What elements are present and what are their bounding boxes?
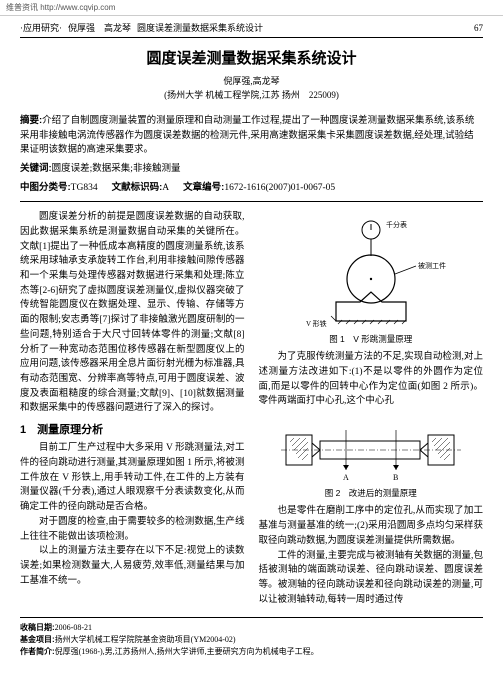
classification-line: 中图分类号:TG834 文献标识码:A 文章编号:1672-1616(2007)… <box>20 181 483 195</box>
left-para-3: 对于圆度的检查,由于需要较多的检测数据,生产线上往往不能做出该项检测。 <box>20 515 245 544</box>
left-para-4: 以上的测量方法主要存在以下不足:视觉上的读数误差;如果检测数量大,人易疲劳,效率… <box>20 544 245 588</box>
svg-text:V 形铁: V 形铁 <box>306 319 327 328</box>
section-1-title: 1 测量原理分析 <box>20 422 245 439</box>
page-number: 67 <box>474 22 483 35</box>
doc-code-label: 文献标识码: <box>112 182 163 193</box>
svg-text:被测工件: 被测工件 <box>418 261 446 270</box>
svg-text:A: A <box>343 473 349 482</box>
figure-1-svg: 千分表 被测工件 V 形铁 <box>286 216 456 331</box>
right-para-2: 也是零件在磨削工序中的定位孔,从而实现了加工基准与测量基准的统一;(2)采用沿圆… <box>259 504 484 548</box>
svg-text:B: B <box>393 473 398 482</box>
figure-1: 千分表 被测工件 V 形铁 <box>259 216 484 346</box>
keywords-label: 关键词: <box>20 163 52 174</box>
url-bar: 维普资讯 http://www.cqvip.com <box>0 0 503 16</box>
class-no: TG834 <box>71 183 98 193</box>
article-id-label: 文章编号: <box>183 182 224 193</box>
fund-text: 扬州大学机械工程学院院基金资助项目(YM2004-02) <box>55 635 236 644</box>
right-para-3: 工件的测量,主要完成与被测轴有关数据的测量,包括被测轴的端面跳动误差、径向跳动误… <box>259 549 484 608</box>
author-bio-label: 作者简介: <box>20 647 55 656</box>
figure-2-caption: 图 2 改进后的测量原理 <box>259 487 484 500</box>
header-authors: 倪厚强 高龙琴 <box>68 22 131 35</box>
header-section: ·应用研究· <box>20 22 62 35</box>
received-date: 2006-08-21 <box>55 623 92 632</box>
class-no-label: 中图分类号: <box>20 182 71 193</box>
right-para-1: 为了克服传统测量方法的不足,实现自动检测,对上述测量方法改进如下:(1)不是以零… <box>259 350 484 409</box>
abstract: 摘要:介绍了自制圆度测量装置的测量原理和自动测量工作过程,提出了一种圆度误差测量… <box>20 114 483 158</box>
received-label: 收稿日期: <box>20 623 55 632</box>
left-column: 圆度误差分析的前提是圆度误差数据的自动获取,因此数据采集系统是测量数据自动采集的… <box>20 210 245 607</box>
header-divider <box>20 201 483 202</box>
figure-2-svg: A B <box>276 415 466 485</box>
keywords-text: 圆度误差;数据采集;非接触测量 <box>52 164 181 174</box>
doc-code: A <box>162 183 169 193</box>
footer: 收稿日期:2006-08-21 基金项目:扬州大学机械工程学院院基金资助项目(Y… <box>20 617 483 658</box>
header-title: 圆度误差测量数据采集系统设计 <box>137 22 263 35</box>
figure-2: A B 图 2 改进后的测量原理 <box>259 415 484 500</box>
left-para-1: 圆度误差分析的前提是圆度误差数据的自动获取,因此数据采集系统是测量数据自动采集的… <box>20 210 245 416</box>
fund-label: 基金项目: <box>20 635 55 644</box>
article-affiliation: (扬州大学 机械工程学院,江苏 扬州 225009) <box>20 89 483 102</box>
body-columns: 圆度误差分析的前提是圆度误差数据的自动获取,因此数据采集系统是测量数据自动采集的… <box>20 210 483 607</box>
page: ·应用研究· 倪厚强 高龙琴 圆度误差测量数据采集系统设计 67 圆度误差测量数… <box>0 16 503 670</box>
article-title: 圆度误差测量数据采集系统设计 <box>20 48 483 69</box>
running-header: ·应用研究· 倪厚强 高龙琴 圆度误差测量数据采集系统设计 67 <box>20 22 483 38</box>
abstract-text: 介绍了自制圆度测量装置的测量原理和自动测量工作过程,提出了一种圆度误差测量数据采… <box>20 116 474 155</box>
author-bio: 倪厚强(1968-),男,江苏扬州人,扬州大学讲师,主要研究方向为机械电子工程。 <box>55 647 319 656</box>
figure-1-caption: 图 1 V 形跳测量原理 <box>259 333 484 346</box>
abstract-label: 摘要: <box>20 115 42 126</box>
article-id: 1672-1616(2007)01-0067-05 <box>224 183 335 193</box>
left-para-2: 目前工厂生产过程中大多采用 V 形跳测量法,对工件的径向跳动进行测量,其测量原理… <box>20 441 245 515</box>
keywords: 关键词:圆度误差;数据采集;非接触测量 <box>20 162 483 177</box>
svg-text:千分表: 千分表 <box>386 220 407 229</box>
article-authors: 倪厚强,高龙琴 <box>20 75 483 88</box>
right-column: 千分表 被测工件 V 形铁 <box>259 210 484 607</box>
